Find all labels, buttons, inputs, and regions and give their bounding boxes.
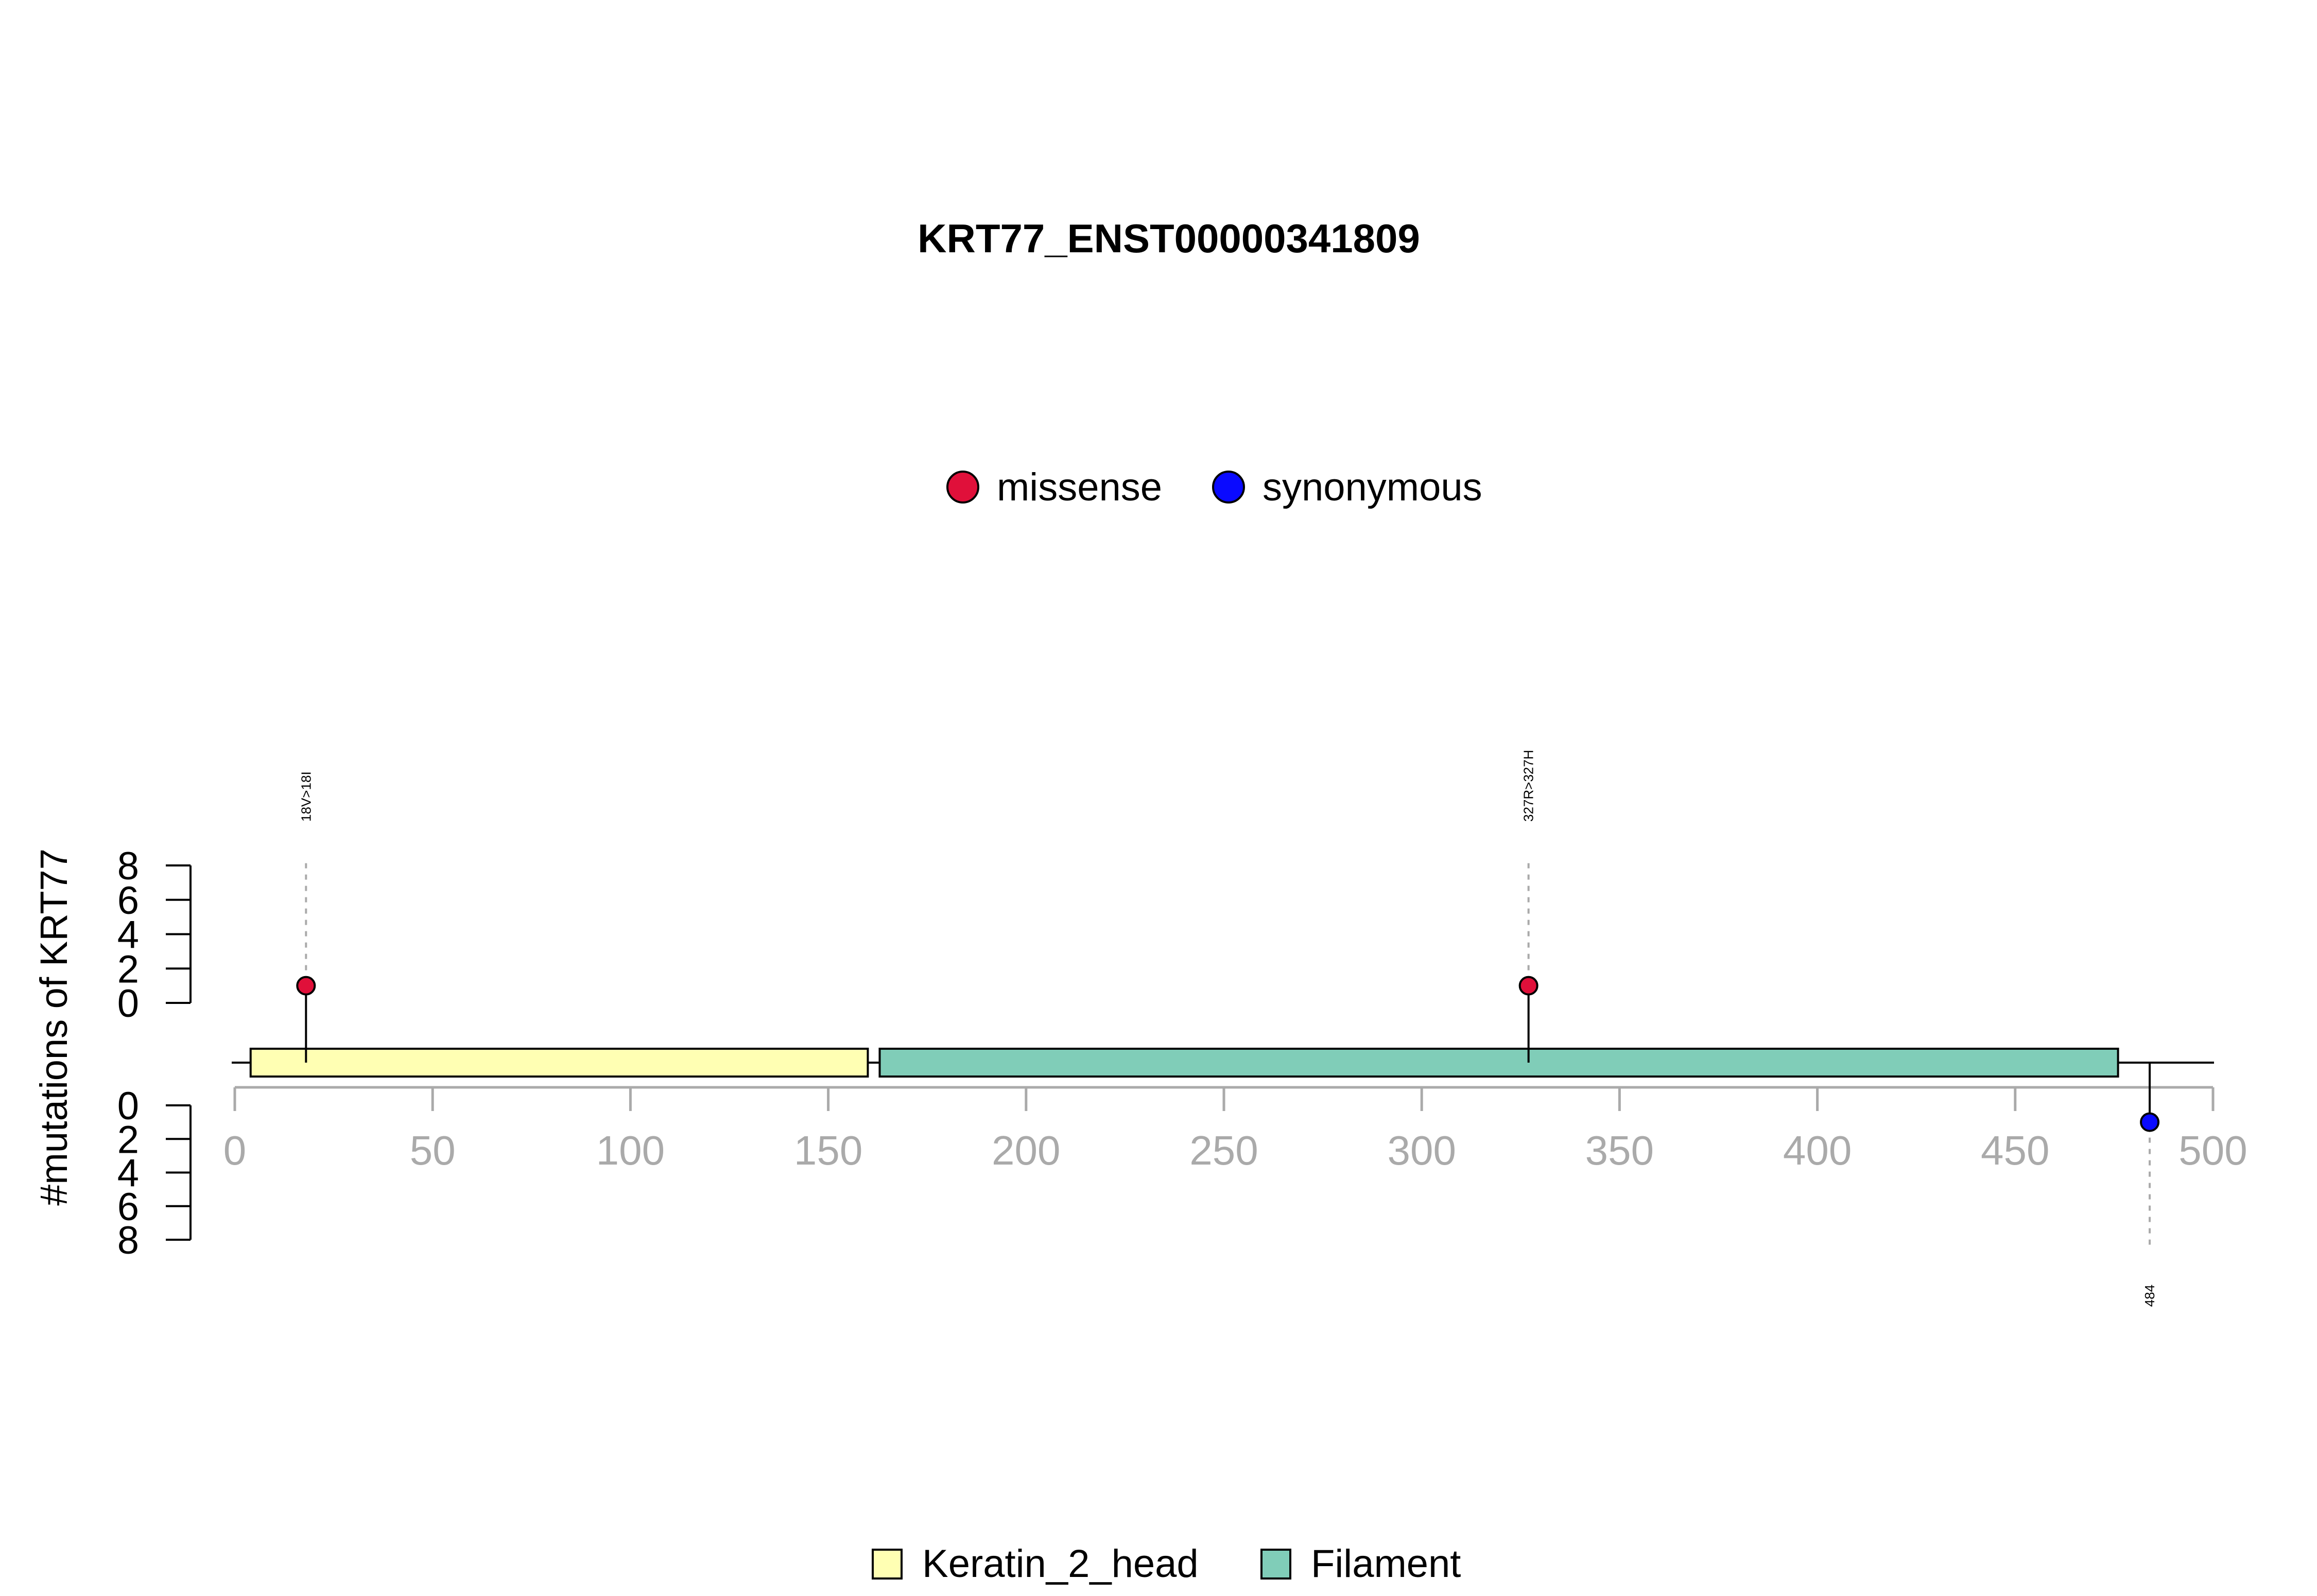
- domain-Filament: [878, 1048, 2119, 1078]
- x-tick-label-300: 300: [1387, 1127, 1456, 1173]
- y-tick-label-bottom-8: 8: [117, 1219, 139, 1262]
- y-tick-label-top-2: 2: [117, 947, 139, 991]
- x-tick-label-400: 400: [1783, 1127, 1852, 1173]
- y-tick-label-bottom-6: 6: [117, 1185, 139, 1229]
- y-tick-label-top-8: 8: [117, 844, 139, 888]
- x-tick-label-50: 50: [410, 1127, 456, 1173]
- y-tick-label-top-0: 0: [117, 982, 139, 1026]
- y-tick-label-bottom-0: 0: [117, 1084, 139, 1128]
- legend-label-Keratin_2_head: Keratin_2_head: [922, 1542, 1199, 1586]
- domain-legend: Keratin_2_head Filament: [872, 1542, 1461, 1586]
- mutation-484-label: 484: [2142, 1285, 2157, 1307]
- y-tick-label-bottom-2: 2: [117, 1118, 139, 1161]
- x-tick-label-0: 0: [223, 1127, 247, 1173]
- mutation-484-head: [2140, 1112, 2160, 1132]
- mutation-type-legend: missense synonymous: [946, 465, 1482, 509]
- domain-Keratin_2_head: [249, 1048, 869, 1078]
- legend-swatch-Keratin_2_head: [872, 1549, 903, 1580]
- legend-label-missense: missense: [997, 465, 1162, 509]
- x-tick-label-500: 500: [2178, 1127, 2247, 1173]
- y-axis-label: #mutations of KRT77: [32, 848, 75, 1206]
- y-tick-label-top-4: 4: [117, 913, 139, 957]
- chart-title: KRT77_ENST00000341809: [918, 216, 1420, 261]
- protein-backbone: [232, 1048, 2214, 1078]
- y-tick-label-bottom-4: 4: [117, 1152, 139, 1195]
- x-tick-label-350: 350: [1585, 1127, 1654, 1173]
- legend-label-Filament: Filament: [1311, 1542, 1461, 1586]
- legend-marker-missense: [946, 471, 979, 504]
- x-tick-label-100: 100: [596, 1127, 665, 1173]
- mutation-18-label: 18V>18I: [298, 771, 314, 822]
- legend-swatch-Filament: [1260, 1549, 1291, 1580]
- mutation-327-label: 327R>327H: [1521, 750, 1536, 822]
- x-tick-label-200: 200: [992, 1127, 1060, 1173]
- legend-marker-synonymous: [1212, 471, 1245, 504]
- legend-label-synonymous: synonymous: [1263, 465, 1482, 509]
- mutation-327-head: [1518, 976, 1538, 996]
- y-tick-label-top-6: 6: [117, 879, 139, 923]
- mutation-lollipops: 18V>18I 327R>327H 484: [296, 750, 2160, 1307]
- x-tick-label-250: 250: [1189, 1127, 1258, 1173]
- mutation-18-head: [296, 976, 316, 996]
- x-axis: 0 50 100 150 200 250 300 350 400 450 500: [223, 1086, 2247, 1173]
- x-tick-label-450: 450: [1981, 1127, 2049, 1173]
- x-tick-label-150: 150: [794, 1127, 862, 1173]
